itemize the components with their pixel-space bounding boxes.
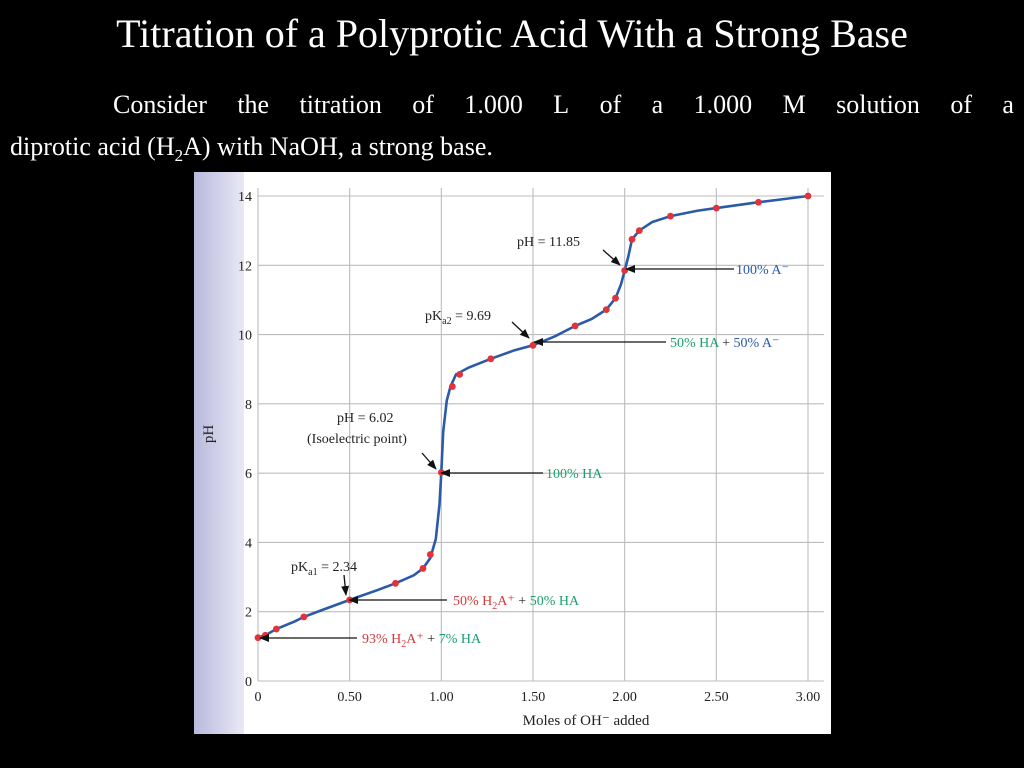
para-word: 1.000: [464, 90, 523, 119]
x-tick-label: 0.50: [337, 690, 362, 705]
data-point: [456, 371, 464, 378]
data-point: [487, 355, 495, 363]
data-point: [667, 212, 674, 220]
y-tick-label: 10: [238, 329, 252, 344]
x-tick-label: 1.50: [521, 690, 546, 705]
titration-chart: 0 0.50 1.00 1.50 2.00 2.50 3.00 0 2 4 6 8 10 12 14 pH …: [194, 172, 831, 734]
para-word: the: [237, 90, 270, 119]
arrow-pka1: [341, 574, 350, 596]
data-point: [612, 294, 619, 302]
label-a-minus: 100% A⁻: [736, 263, 789, 278]
para-word: L: [553, 90, 570, 119]
label-h2a-ha: 50% H2A⁺ + 50% HA: [453, 594, 580, 612]
y-tick-label: 0: [245, 675, 252, 690]
para-word: a: [1002, 90, 1014, 119]
label-ha-a: 50% HA + 50% A⁻: [670, 336, 779, 351]
data-point: [300, 613, 308, 621]
annotation-pka2: pKa2 = 9.69: [425, 309, 491, 327]
y-tick-label: 4: [245, 536, 252, 551]
arrows: [259, 249, 734, 642]
annotation-pka1: pKa1 = 2.34: [291, 560, 357, 578]
data-point: [419, 565, 427, 572]
data-point: [602, 306, 610, 314]
data-point: [571, 322, 579, 330]
para-word: a: [651, 90, 664, 119]
grid: [257, 188, 824, 682]
arrow-ph602: [421, 452, 437, 470]
label-ha100: 100% HA: [546, 467, 603, 482]
arrow-ph1185: [602, 249, 621, 266]
para-subscript: 2: [174, 146, 184, 166]
x-tick-label: 2.50: [704, 690, 729, 705]
y-tick-label: 2: [245, 606, 252, 621]
y-tick-label: 14: [238, 190, 252, 205]
chart-svg: 0 0.50 1.00 1.50 2.00 2.50 3.00 0 2 4 6 8 10 12 14 pH …: [194, 172, 824, 734]
data-point: [392, 579, 399, 587]
titration-curve: [257, 194, 809, 639]
para-word: 1.000: [693, 90, 753, 119]
y-tick-label: 8: [245, 398, 252, 413]
annotation-isoelectric: (Isoelectric point): [307, 432, 407, 447]
para-text-b: A) with NaOH, a strong base.: [183, 132, 493, 161]
left-band: [194, 172, 244, 734]
para-word: of: [950, 90, 972, 119]
data-point: [272, 625, 280, 633]
data-point: [755, 198, 762, 206]
data-point: [621, 267, 629, 274]
para-word: Consider: [113, 90, 207, 119]
data-point: [628, 235, 636, 243]
y-tick-label: 12: [238, 259, 252, 274]
x-tick-label: 0: [255, 690, 262, 705]
data-point: [529, 341, 537, 349]
data-point: [712, 204, 720, 212]
paragraph-line-2: diprotic acid (H2A) with NaOH, a strong …: [10, 126, 1014, 177]
x-axis-label: Moles of OH⁻ added: [523, 713, 650, 729]
x-tick-label: 3.00: [796, 690, 821, 705]
tick-labels: 0 0.50 1.00 1.50 2.00 2.50 3.00 0 2 4 6 8 10 12 14: [238, 190, 820, 705]
x-tick-label: 2.00: [612, 690, 637, 705]
annotation-ph602: pH = 6.02: [337, 411, 394, 426]
para-word: of: [412, 90, 434, 119]
para-word: titration: [299, 90, 382, 119]
para-word: of: [599, 90, 622, 119]
para-text-a: diprotic acid (H: [10, 132, 175, 161]
para-word: solution: [836, 90, 920, 119]
data-point: [426, 551, 434, 558]
data-point: [448, 383, 456, 390]
label-h2a93: 93% H2A⁺ + 7% HA: [362, 632, 482, 650]
y-axis-label: pH: [201, 425, 217, 444]
annotation-ph1185: pH = 11.85: [517, 235, 580, 250]
y-tick-label: 6: [245, 467, 252, 482]
slide-title: Titration of a Polyprotic Acid With a St…: [116, 11, 908, 56]
data-point: [804, 192, 812, 200]
para-word: M: [782, 90, 806, 119]
data-point: [635, 227, 643, 235]
arrow-pka2: [511, 321, 530, 339]
x-tick-label: 1.00: [429, 690, 454, 705]
